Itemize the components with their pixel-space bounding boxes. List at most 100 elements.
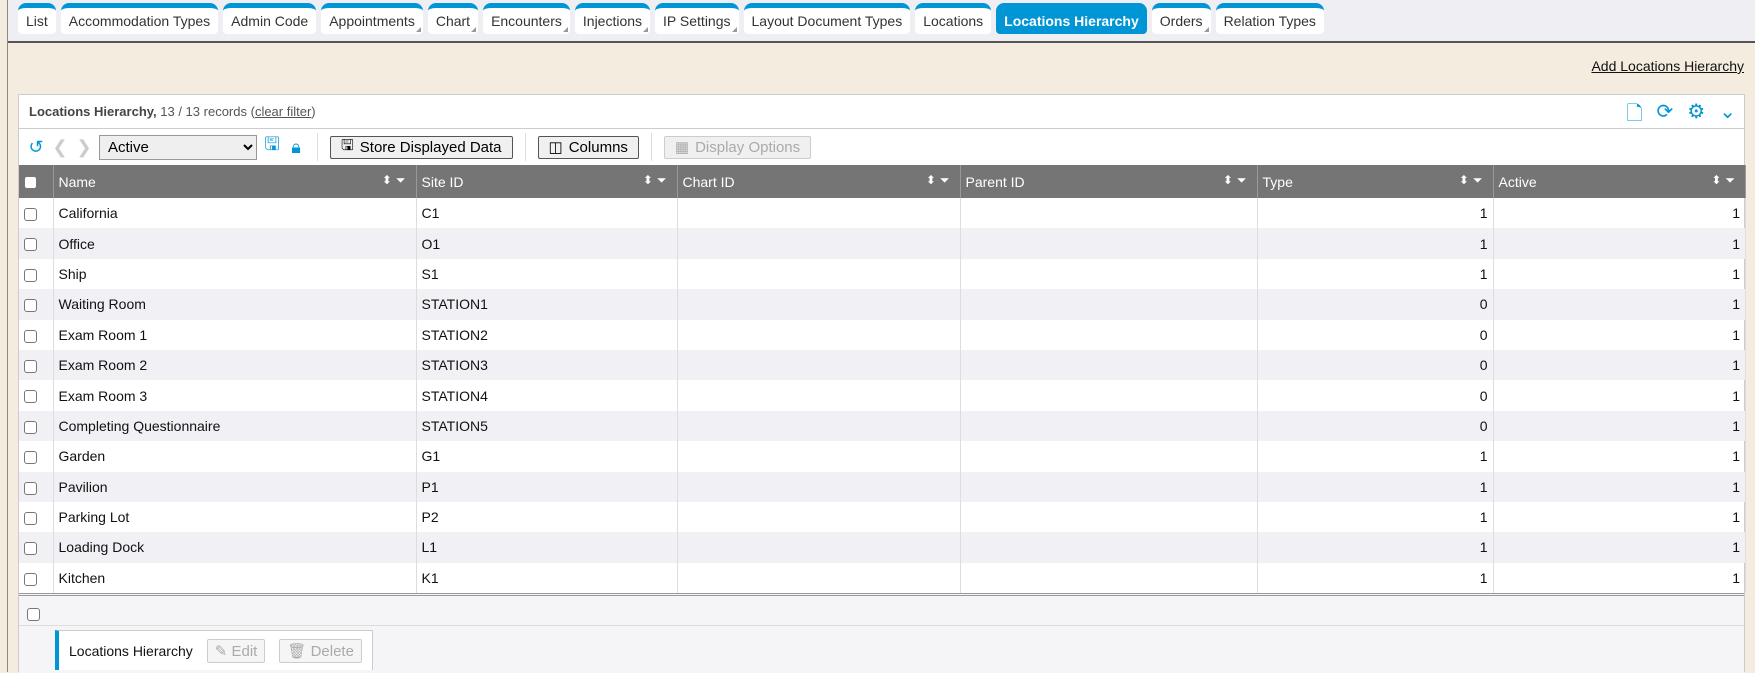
tab-list[interactable]: List xyxy=(18,3,56,34)
sort-icon[interactable]: ⬍ xyxy=(642,173,657,187)
cell-active: 1 xyxy=(1493,289,1746,320)
column-label: Active xyxy=(1498,173,1537,190)
cell-chart-id xyxy=(677,471,961,502)
cell-site-id: G1 xyxy=(416,441,678,472)
select-all-header xyxy=(19,165,54,198)
cell-parent-id xyxy=(960,228,1258,259)
filter-icon[interactable]: ⏷ xyxy=(395,173,410,187)
lock-icon[interactable]: 🔒︎ xyxy=(291,136,301,157)
cell-site-id: P2 xyxy=(416,501,678,533)
row-select xyxy=(19,501,54,533)
cell-chart-id xyxy=(677,198,961,229)
cell-parent-id xyxy=(960,289,1258,320)
row-checkbox[interactable] xyxy=(24,542,37,556)
row-checkbox[interactable] xyxy=(24,390,37,404)
cell-name: Parking Lot xyxy=(53,501,417,533)
column-label: Site ID xyxy=(421,173,464,190)
cell-name: Exam Room 2 xyxy=(53,349,417,381)
tab-appointments[interactable]: Appointments xyxy=(321,3,423,34)
tab-layout-document-types[interactable]: Layout Document Types xyxy=(743,3,911,34)
filter-icon[interactable]: ⏷ xyxy=(656,173,671,187)
sort-icon[interactable]: ⬍ xyxy=(925,173,940,187)
table-row[interactable]: Kitchen K1 1 1 xyxy=(19,562,1746,594)
column-header-parent-id[interactable]: Parent ID ⬍⏷ xyxy=(960,165,1258,198)
save-icon[interactable]: 🖫 xyxy=(264,134,280,154)
clear-filter-link[interactable]: clear filter xyxy=(254,104,312,119)
row-checkbox[interactable] xyxy=(24,268,37,282)
row-checkbox[interactable] xyxy=(24,299,37,313)
cell-parent-id xyxy=(960,562,1258,594)
new-document-icon[interactable]: 🗋 xyxy=(1626,103,1643,125)
table-row[interactable]: Ship S1 1 1 xyxy=(19,258,1746,290)
cell-chart-id xyxy=(677,258,961,290)
table-row[interactable]: Completing Questionnaire STATION5 0 1 xyxy=(19,410,1746,442)
tab-injections[interactable]: Injections xyxy=(574,3,651,34)
tab-locations[interactable]: Locations xyxy=(915,3,992,34)
sort-icon[interactable]: ⬍ xyxy=(1222,173,1237,187)
tab-ip-settings[interactable]: IP Settings xyxy=(655,3,739,34)
display-options-button[interactable]: ▦ Display Options xyxy=(663,135,812,159)
row-select xyxy=(19,349,54,381)
footer-checkbox[interactable] xyxy=(27,607,40,621)
row-checkbox[interactable] xyxy=(24,451,37,465)
select-all-checkbox[interactable] xyxy=(24,176,37,190)
table-row[interactable]: Exam Room 3 STATION4 0 1 xyxy=(19,380,1746,411)
footer-row xyxy=(19,593,1744,627)
column-header-site-id[interactable]: Site ID ⬍⏷ xyxy=(416,165,678,198)
row-select xyxy=(19,471,54,502)
gear-icon[interactable]: ⚙ xyxy=(1687,101,1706,123)
row-checkbox[interactable] xyxy=(24,481,37,495)
undo-icon[interactable]: ↺ xyxy=(28,136,44,157)
filter-icon[interactable]: ⏷ xyxy=(1236,173,1251,187)
table-row[interactable]: Garden G1 1 1 xyxy=(19,441,1746,472)
cell-type: 1 xyxy=(1257,441,1494,472)
table-row[interactable]: Parking Lot P2 1 1 xyxy=(19,501,1746,533)
columns-button[interactable]: ◫ Columns xyxy=(537,135,639,159)
table-row[interactable]: Loading Dock L1 1 1 xyxy=(19,532,1746,563)
sort-icon[interactable]: ⬍ xyxy=(1711,173,1726,187)
edit-button[interactable]: ✎ Edit xyxy=(206,638,266,663)
cell-site-id: STATION2 xyxy=(416,319,678,350)
filter-icon[interactable]: ⏷ xyxy=(1472,173,1487,187)
row-checkbox[interactable] xyxy=(24,238,37,252)
row-checkbox[interactable] xyxy=(24,420,37,434)
next-icon[interactable]: ❯ xyxy=(76,136,92,157)
table-row[interactable]: Exam Room 1 STATION2 0 1 xyxy=(19,319,1746,350)
table-row[interactable]: California C1 1 1 xyxy=(19,198,1746,229)
column-header-name[interactable]: Name ⬍⏷ xyxy=(53,165,417,198)
cell-type: 1 xyxy=(1257,198,1494,229)
table-row[interactable]: Office O1 1 1 xyxy=(19,228,1746,259)
table-row[interactable]: Exam Room 2 STATION3 0 1 xyxy=(19,349,1746,381)
row-checkbox[interactable] xyxy=(24,207,37,221)
delete-button[interactable]: 🗑︎ Delete xyxy=(279,638,362,663)
sort-icon[interactable]: ⬍ xyxy=(1458,173,1473,187)
refresh-icon[interactable]: ⟳ xyxy=(1656,101,1674,123)
row-checkbox[interactable] xyxy=(24,359,37,373)
column-header-type[interactable]: Type ⬍⏷ xyxy=(1257,165,1494,198)
previous-icon[interactable]: ❮ xyxy=(52,136,68,157)
tab-relation-types[interactable]: Relation Types xyxy=(1215,3,1324,34)
cell-chart-id xyxy=(677,562,961,594)
row-checkbox[interactable] xyxy=(24,572,37,586)
tab-accommodation-types[interactable]: Accommodation Types xyxy=(60,3,219,34)
column-header-active[interactable]: Active ⬍⏷ xyxy=(1493,165,1746,198)
filter-select[interactable]: Active xyxy=(99,134,257,160)
chevron-down-icon[interactable]: ⌄ xyxy=(1719,101,1736,123)
tab-orders[interactable]: Orders xyxy=(1151,3,1211,34)
filter-icon[interactable]: ⏷ xyxy=(1725,173,1739,187)
tab-chart[interactable]: Chart xyxy=(427,3,479,34)
filter-icon[interactable]: ⏷ xyxy=(939,173,954,187)
store-displayed-data-button[interactable]: 🖫 Store Displayed Data xyxy=(330,135,513,159)
cell-chart-id xyxy=(677,532,961,563)
table-row[interactable]: Waiting Room STATION1 0 1 xyxy=(19,289,1746,320)
table-row[interactable]: Pavilion P1 1 1 xyxy=(19,471,1746,502)
sort-icon[interactable]: ⬍ xyxy=(381,173,396,187)
cell-type: 0 xyxy=(1257,319,1494,350)
row-checkbox[interactable] xyxy=(24,329,37,343)
column-header-chart-id[interactable]: Chart ID ⬍⏷ xyxy=(677,165,961,198)
tab-admin-code[interactable]: Admin Code xyxy=(223,3,317,34)
row-checkbox[interactable] xyxy=(24,511,37,525)
tab-locations-hierarchy[interactable]: Locations Hierarchy xyxy=(996,3,1147,34)
tab-encounters[interactable]: Encounters xyxy=(483,3,570,34)
add-locations-hierarchy-link[interactable]: Add Locations Hierarchy xyxy=(1591,58,1744,74)
